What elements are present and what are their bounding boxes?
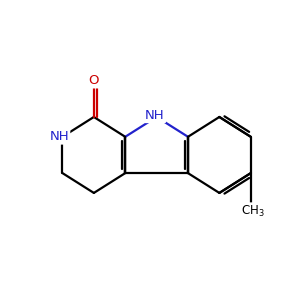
Text: O: O <box>88 74 99 87</box>
Text: NH: NH <box>145 109 165 122</box>
Text: CH$_3$: CH$_3$ <box>241 203 264 219</box>
Text: NH: NH <box>50 130 69 143</box>
